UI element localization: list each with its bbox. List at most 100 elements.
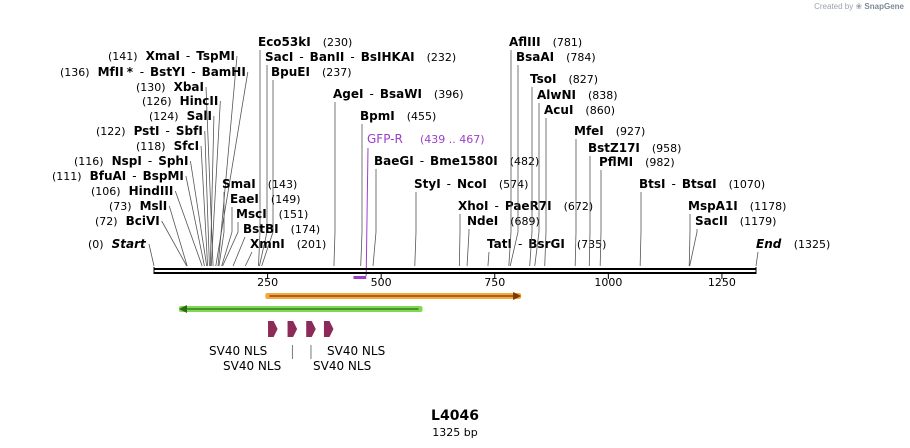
site-separator: -: [299, 50, 303, 64]
plasmid-length: 1325 bp: [432, 426, 478, 439]
snapgene-credit: Created by ❀ SnapGene: [814, 2, 904, 11]
site-position-btsi: (1070): [729, 178, 766, 191]
site-line-end: [755, 251, 759, 267]
site-xbai: XbaI: [174, 80, 204, 94]
site-xhoi: XhoI: [458, 199, 489, 213]
backbone-top-strand: [154, 268, 756, 270]
site-bstbi: BstBI: [243, 222, 279, 236]
ruler-label-1250: 1250: [708, 276, 736, 289]
site-bpuei: BpuEI: [271, 65, 310, 79]
site-sfci: SfcI: [174, 139, 199, 153]
site-position-xmai: (141): [108, 50, 138, 63]
site-position-msci: (151): [279, 208, 309, 221]
site-bamhi: BamHI: [202, 65, 246, 79]
site-line-hincii: [210, 100, 221, 267]
site-bcivi: BciVI: [126, 214, 160, 228]
site-position-bpmi: (455): [407, 110, 437, 123]
site-separator: -: [186, 49, 190, 63]
sv40-nls-label: SV40 NLS: [327, 344, 385, 358]
site-smai: SmaI: [222, 177, 256, 191]
site-separator: -: [166, 124, 170, 138]
site-position-tati: (735): [577, 238, 607, 251]
site-sphi: SphI: [158, 154, 188, 168]
site-line-mspa1i: [688, 214, 691, 267]
site-position-sacii: (1179): [740, 215, 777, 228]
site-position-xhoi: (672): [564, 200, 594, 213]
site-line-xmni: [244, 251, 253, 267]
site-separator: -: [447, 177, 451, 191]
site-position-hincii: (126): [142, 95, 172, 108]
site-msli: MslI: [140, 199, 168, 213]
site-line-eco53ki: [258, 50, 261, 267]
site-line-msci: [222, 222, 239, 267]
site-position-bsaai: (784): [566, 51, 596, 64]
site-psti: PstI: [134, 124, 160, 138]
site-line-psti: [204, 130, 210, 267]
site-line-tsoi: [529, 87, 533, 267]
site-position-smai: (143): [268, 178, 298, 191]
site-line-bfuai: [185, 175, 205, 267]
site-line-nspi: [190, 160, 208, 267]
site-line-tati: [487, 251, 490, 267]
site-paer7i: PaeR7I: [505, 199, 552, 213]
site-btsi: BtsI: [639, 177, 666, 191]
site-xmai: XmaI: [146, 49, 180, 63]
site-hindiii: HindIII: [129, 184, 174, 198]
site-sali: SalI: [187, 109, 212, 123]
site-nspi: NspI: [112, 154, 142, 168]
site-separator: -: [132, 169, 136, 183]
site-separator: -: [350, 50, 354, 64]
site-position-end: (1325): [794, 238, 831, 251]
orange-feature-arrow-icon: [513, 292, 522, 300]
site-end: End: [756, 237, 782, 251]
site-line-start: [148, 243, 155, 267]
site-position-styi: (574): [499, 178, 529, 191]
site-line-xhoi: [458, 214, 461, 267]
site-bstyi: BstYI: [150, 65, 185, 79]
site-bme1580i: Bme1580I: [430, 154, 498, 168]
site-separator: -: [518, 237, 522, 251]
site-separator: -: [148, 154, 152, 168]
site-position-acui: (860): [585, 104, 615, 117]
site-line-sali: [209, 115, 215, 267]
site-line-smai: [218, 192, 225, 267]
site-agei: AgeI: [333, 87, 363, 101]
site-tspmi: TspMI: [196, 49, 235, 63]
sv40-nls-label: SV40 NLS: [223, 359, 281, 373]
site-saci: SacI: [265, 50, 293, 64]
site-sacii: SacII: [695, 214, 728, 228]
site-position-bpuei: (237): [322, 66, 352, 79]
site-position-bcivi: (72): [95, 215, 118, 228]
credit-brand: SnapGene: [864, 2, 904, 11]
site-flag: *: [127, 65, 134, 79]
site-position-pflmi: (982): [645, 156, 675, 169]
site-position-bstbi: (174): [291, 223, 321, 236]
site-afliii: AflIII: [509, 35, 541, 49]
site-banii: BanII: [310, 50, 345, 64]
site-line-msli: [168, 205, 188, 267]
ruler-label-250: 250: [257, 276, 278, 289]
site-acui: AcuI: [544, 103, 573, 117]
site-bts-i: BtsαI: [682, 177, 717, 191]
site-eaei: EaeI: [230, 192, 259, 206]
site-position-tsoi: (827): [568, 73, 598, 86]
backbone-bottom-strand: [154, 272, 756, 274]
site-separator: -: [140, 65, 144, 79]
site-separator: -: [369, 87, 373, 101]
site-position-baegi: (482): [510, 155, 540, 168]
site-line-acui: [544, 118, 547, 267]
site-line-eaei: [221, 207, 233, 267]
site-position-eco53ki: (230): [323, 36, 353, 49]
credit-prefix: Created by: [814, 2, 854, 11]
site-ndei: NdeI: [467, 214, 498, 228]
site-line-bcivi: [161, 220, 188, 267]
site-position-msli: (73): [109, 200, 132, 213]
site-styi: StyI: [414, 177, 441, 191]
site-bsihkai: BsIHKAI: [361, 50, 415, 64]
site-line-saci: [259, 65, 268, 267]
site-pflmi: PflMI: [599, 155, 633, 169]
site-line-alwni: [534, 103, 540, 267]
site-position-mfii: (136): [60, 66, 90, 79]
site-line-btsi: [639, 192, 642, 267]
site-position-bfuai: (111): [52, 170, 82, 183]
